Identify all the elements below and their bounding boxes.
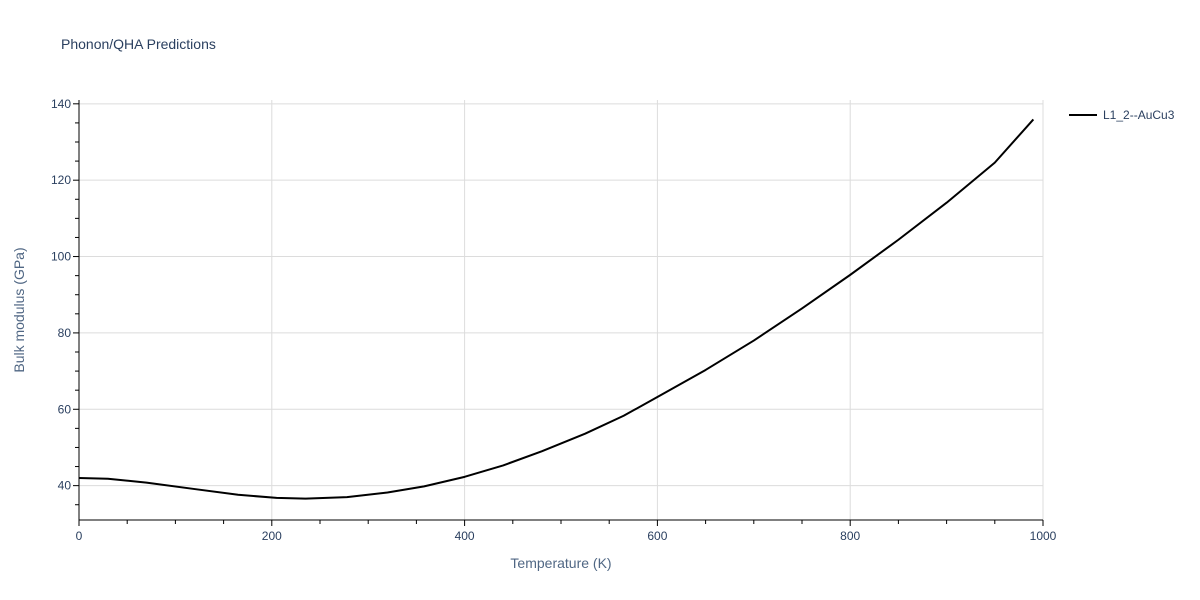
- series-line[interactable]: [78, 118, 1035, 500]
- y-tick-label: 140: [51, 97, 71, 111]
- legend-label[interactable]: L1_2--AuCu3: [1103, 108, 1175, 122]
- y-tick-label: 120: [51, 173, 71, 187]
- legend[interactable]: L1_2--AuCu3: [1069, 108, 1175, 122]
- y-tick-label: 60: [58, 402, 72, 416]
- y-axis-title: Bulk modulus (GPa): [11, 247, 27, 372]
- x-axis-title: Temperature (K): [510, 555, 611, 571]
- chart-title: Phonon/QHA Predictions: [61, 36, 216, 52]
- y-tick-label: 40: [58, 479, 72, 493]
- x-tick-label: 400: [455, 529, 475, 543]
- x-tick-label: 600: [647, 529, 667, 543]
- y-tick-label: 80: [58, 326, 72, 340]
- x-tick-label: 0: [76, 529, 83, 543]
- axes: 0 200 400 600 800 1000 40 60 80 100 120 140 Temperat…: [11, 97, 1057, 571]
- series-layer: [78, 118, 1035, 500]
- x-tick-label: 1000: [1030, 529, 1057, 543]
- x-tick-label: 200: [262, 529, 282, 543]
- x-tick-label: 800: [840, 529, 860, 543]
- grid: [79, 100, 1044, 520]
- y-tick-label: 100: [51, 250, 71, 264]
